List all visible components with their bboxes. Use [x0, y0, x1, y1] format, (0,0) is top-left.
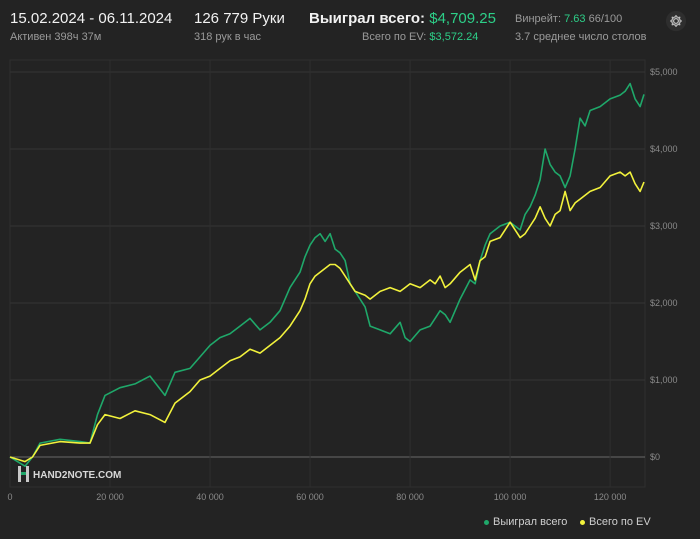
active-time: Активен 398ч 37м	[10, 31, 102, 43]
x-tick-label: 40 000	[196, 492, 224, 502]
x-tick-label: 80 000	[396, 492, 424, 502]
legend-dot-won	[484, 519, 489, 525]
x-axis: 0 20 000 40 000 60 000 80 000 100 000 120 000	[7, 492, 626, 502]
y-tick-label: $2,000	[650, 298, 678, 308]
x-tick-label: 120 000	[594, 492, 627, 502]
series-line-won	[9, 82, 645, 467]
winrate: Винрейт: 7.63 66/100	[515, 13, 622, 25]
won-total: Выиграл всего: $4,709.25	[309, 10, 496, 27]
gear-icon[interactable]	[665, 10, 687, 32]
x-tick-label: 0	[7, 492, 12, 502]
legend-item-won[interactable]: Выиграл всего	[484, 516, 567, 528]
y-tick-label: $4,000	[650, 144, 678, 154]
legend-label-won: Выиграл всего	[493, 516, 568, 528]
y-axis: $0 $1,000 $2,000 $3,000 $4,000 $5,000	[650, 67, 678, 462]
y-tick-label: $1,000	[650, 375, 678, 385]
ev-value: $3,572.24	[429, 31, 479, 43]
x-tick-label: 60 000	[296, 492, 324, 502]
stats-header: 15.02.2024 - 06.11.2024 Активен 398ч 37м…	[0, 0, 700, 50]
legend-dot-ev	[580, 519, 585, 525]
winrate-suffix: 66/100	[588, 13, 623, 25]
series-line-ev	[9, 171, 645, 463]
won-total-label: Выиграл всего:	[309, 10, 426, 27]
legend-label-ev: Всего по EV	[589, 516, 651, 528]
plot-frame	[9, 59, 646, 488]
watermark-text: HAND2NOTE.COM	[33, 470, 121, 481]
y-tick-label: $0	[650, 452, 660, 462]
date-range[interactable]: 15.02.2024 - 06.11.2024	[10, 10, 173, 27]
legend-item-ev[interactable]: Всего по EV	[580, 516, 651, 528]
x-tick-label: 20 000	[96, 492, 124, 502]
winrate-label: Винрейт:	[515, 13, 562, 25]
ev-label: Всего по EV:	[362, 31, 427, 43]
hands-count: 126 779 Руки	[194, 10, 285, 27]
y-tick-label: $3,000	[650, 221, 678, 231]
hands-per-hour: 318 рук в час	[194, 31, 262, 43]
y-tick-label: $5,000	[650, 67, 678, 77]
hand2note-logo-icon	[18, 466, 29, 482]
hand2note-logo: HAND2NOTE.COM	[18, 466, 121, 482]
chart-series	[9, 82, 645, 467]
chart-grid	[9, 59, 646, 488]
winrate-value: 7.63	[564, 13, 586, 25]
avg-tables: 3.7 среднее число столов	[515, 31, 647, 43]
x-tick-label: 100 000	[494, 492, 527, 502]
won-total-value: $4,709.25	[429, 10, 496, 27]
ev-total: Всего по EV: $3,572.24	[362, 31, 478, 43]
